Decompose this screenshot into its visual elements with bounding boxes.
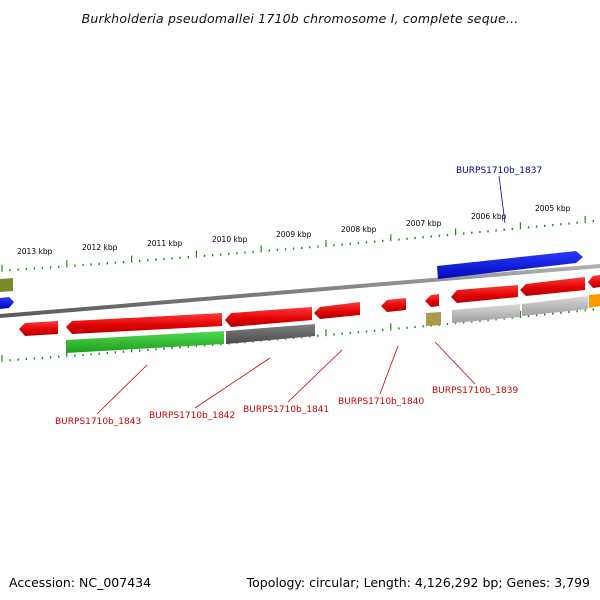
gene-feature-blue-1837[interactable] (437, 251, 583, 279)
gene-label-1842[interactable]: BURPS1710b_1842 (149, 411, 235, 421)
callout-line-1840 (379, 345, 399, 395)
gene-feature-orange[interactable] (589, 294, 600, 308)
gene-feature-red[interactable] (314, 302, 360, 319)
scale-tick-label: 2012 kbp (82, 243, 118, 252)
gene-feature-lightgray[interactable] (522, 296, 588, 316)
scale-tick-label: 2009 kbp (276, 230, 312, 239)
gene-feature-red[interactable] (381, 298, 406, 312)
gene-feature-tan-1839[interactable] (426, 312, 441, 326)
scale-tick-label: 2006 kbp (471, 212, 507, 221)
gene-label-1837[interactable]: BURPS1710b_1837 (456, 166, 542, 176)
gene-label-1841[interactable]: BURPS1710b_1841 (243, 405, 329, 415)
callout-line-1841 (287, 349, 343, 403)
upper-tick-ring (1, 216, 594, 272)
map-title: Burkholderia pseudomallei 1710b chromoso… (81, 11, 519, 26)
genome-summary: Topology: circular; Length: 4,126,292 bp… (246, 575, 590, 590)
scale-tick-label: 2007 kbp (406, 219, 442, 228)
callout-lines (96, 175, 506, 415)
gene-feature-red[interactable] (225, 307, 312, 327)
gene-feature-red[interactable] (451, 285, 518, 303)
scale-tick-label: 2005 kbp (535, 204, 571, 213)
gene-feature-green-1843[interactable] (66, 331, 224, 353)
scale-tick-label: 2008 kbp (341, 225, 377, 234)
gene-feature-red[interactable] (66, 313, 222, 334)
scale-tick-label: 2011 kbp (147, 239, 183, 248)
lower-strand-features (66, 294, 600, 353)
gene-feature-blue-left[interactable] (0, 297, 14, 309)
gene-feature-red[interactable] (520, 277, 585, 296)
gene-feature-red[interactable] (425, 294, 439, 307)
gene-label-1839[interactable]: BURPS1710b_1839 (432, 386, 518, 396)
gene-feature-lightgray[interactable] (452, 304, 520, 323)
chromosome-backbone (0, 264, 600, 318)
gene-labels: BURPS1710b_1837 BURPS1710b_1843 BURPS171… (55, 166, 542, 427)
callout-line-1839 (434, 341, 476, 385)
lower-tick-ring (1, 304, 594, 362)
gene-feature-red[interactable] (19, 321, 58, 336)
gene-feature-gray-1842[interactable] (226, 324, 315, 344)
gene-label-1840[interactable]: BURPS1710b_1840 (338, 397, 424, 407)
callout-line-1837 (498, 175, 506, 224)
gene-feature-olive[interactable] (0, 278, 13, 292)
gene-feature-red[interactable] (588, 275, 600, 288)
gene-label-1843[interactable]: BURPS1710b_1843 (55, 417, 141, 427)
scale-tick-label: 2010 kbp (212, 235, 248, 244)
accession-label: Accession: NC_007434 (9, 575, 152, 590)
scale-labels: 2013 kbp 2012 kbp 2011 kbp 2010 kbp 2009… (17, 204, 571, 256)
callout-line-1843 (96, 364, 148, 415)
upper-strand-features (0, 251, 583, 309)
gene-track-main (19, 275, 600, 336)
callout-line-1842 (194, 357, 271, 409)
scale-tick-label: 2013 kbp (17, 247, 53, 256)
